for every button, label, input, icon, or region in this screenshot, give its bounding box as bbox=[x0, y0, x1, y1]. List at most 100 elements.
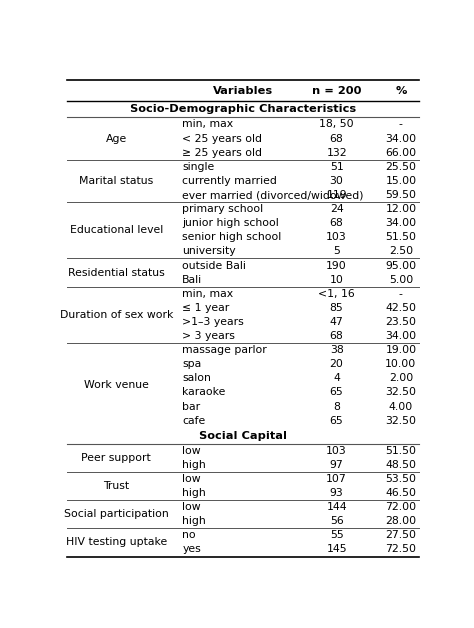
Text: 51.50: 51.50 bbox=[385, 232, 416, 242]
Text: 103: 103 bbox=[326, 232, 347, 242]
Text: cafe: cafe bbox=[182, 416, 206, 426]
Text: junior high school: junior high school bbox=[182, 218, 279, 228]
Text: 34.00: 34.00 bbox=[385, 134, 417, 144]
Text: karaoke: karaoke bbox=[182, 387, 226, 398]
Text: Social Capital: Social Capital bbox=[199, 431, 287, 441]
Text: Socio-Demographic Characteristics: Socio-Demographic Characteristics bbox=[130, 104, 356, 114]
Text: 27.50: 27.50 bbox=[385, 531, 416, 540]
Text: 107: 107 bbox=[326, 474, 347, 484]
Text: min, max: min, max bbox=[182, 289, 233, 299]
Text: primary school: primary school bbox=[182, 204, 264, 214]
Text: %: % bbox=[395, 86, 407, 96]
Text: 38: 38 bbox=[330, 345, 344, 355]
Text: 56: 56 bbox=[330, 516, 344, 526]
Text: Age: Age bbox=[106, 134, 127, 144]
Text: 119: 119 bbox=[326, 190, 347, 200]
Text: 53.50: 53.50 bbox=[385, 474, 416, 484]
Text: 72.50: 72.50 bbox=[385, 544, 416, 555]
Text: 24: 24 bbox=[330, 204, 344, 214]
Text: 4: 4 bbox=[333, 374, 340, 383]
Text: 51: 51 bbox=[330, 162, 344, 172]
Text: 66.00: 66.00 bbox=[385, 148, 417, 158]
Text: spa: spa bbox=[182, 359, 201, 369]
Text: Social participation: Social participation bbox=[64, 509, 169, 519]
Text: 95.00: 95.00 bbox=[385, 261, 417, 271]
Text: Trust: Trust bbox=[103, 481, 129, 491]
Text: < 25 years old: < 25 years old bbox=[182, 134, 262, 144]
Text: 8: 8 bbox=[333, 401, 340, 411]
Text: -: - bbox=[399, 119, 403, 129]
Text: 34.00: 34.00 bbox=[385, 331, 417, 341]
Text: single: single bbox=[182, 162, 215, 172]
Text: 42.50: 42.50 bbox=[385, 303, 416, 313]
Text: ever married (divorced/widowed): ever married (divorced/widowed) bbox=[182, 190, 364, 200]
Text: 97: 97 bbox=[330, 460, 344, 470]
Text: min, max: min, max bbox=[182, 119, 233, 129]
Text: 25.50: 25.50 bbox=[385, 162, 416, 172]
Text: high: high bbox=[182, 460, 206, 470]
Text: high: high bbox=[182, 488, 206, 498]
Text: Work venue: Work venue bbox=[84, 381, 149, 391]
Text: 145: 145 bbox=[326, 544, 347, 555]
Text: high: high bbox=[182, 516, 206, 526]
Text: 103: 103 bbox=[326, 446, 347, 456]
Text: university: university bbox=[182, 246, 236, 256]
Text: 10: 10 bbox=[329, 274, 344, 284]
Text: 30: 30 bbox=[329, 176, 344, 186]
Text: 59.50: 59.50 bbox=[385, 190, 416, 200]
Text: 4.00: 4.00 bbox=[389, 401, 413, 411]
Text: 68: 68 bbox=[330, 218, 344, 228]
Text: 85: 85 bbox=[330, 303, 344, 313]
Text: massage parlor: massage parlor bbox=[182, 345, 267, 355]
Text: Educational level: Educational level bbox=[70, 225, 163, 236]
Text: 46.50: 46.50 bbox=[385, 488, 416, 498]
Text: HIV testing uptake: HIV testing uptake bbox=[65, 538, 167, 548]
Text: 15.00: 15.00 bbox=[385, 176, 417, 186]
Text: ≥ 25 years old: ≥ 25 years old bbox=[182, 148, 262, 158]
Text: yes: yes bbox=[182, 544, 201, 555]
Text: salon: salon bbox=[182, 374, 211, 383]
Text: 5.00: 5.00 bbox=[389, 274, 413, 284]
Text: Marital status: Marital status bbox=[79, 176, 153, 186]
Text: 5: 5 bbox=[333, 246, 340, 256]
Text: n = 200: n = 200 bbox=[312, 86, 361, 96]
Text: Bali: Bali bbox=[182, 274, 202, 284]
Text: 132: 132 bbox=[326, 148, 347, 158]
Text: 19.00: 19.00 bbox=[385, 345, 417, 355]
Text: 23.50: 23.50 bbox=[385, 317, 416, 327]
Text: low: low bbox=[182, 474, 201, 484]
Text: 144: 144 bbox=[326, 502, 347, 512]
Text: 68: 68 bbox=[330, 134, 344, 144]
Text: outside Bali: outside Bali bbox=[182, 261, 246, 271]
Text: > 3 years: > 3 years bbox=[182, 331, 235, 341]
Text: 93: 93 bbox=[330, 488, 344, 498]
Text: 2.00: 2.00 bbox=[389, 374, 413, 383]
Text: 65: 65 bbox=[330, 416, 344, 426]
Text: 72.00: 72.00 bbox=[385, 502, 417, 512]
Text: 55: 55 bbox=[330, 531, 344, 540]
Text: senior high school: senior high school bbox=[182, 232, 282, 242]
Text: Variables: Variables bbox=[213, 86, 273, 96]
Text: <1, 16: <1, 16 bbox=[318, 289, 355, 299]
Text: 48.50: 48.50 bbox=[385, 460, 416, 470]
Text: 32.50: 32.50 bbox=[385, 416, 416, 426]
Text: bar: bar bbox=[182, 401, 201, 411]
Text: >1–3 years: >1–3 years bbox=[182, 317, 244, 327]
Text: 51.50: 51.50 bbox=[385, 446, 416, 456]
Text: low: low bbox=[182, 446, 201, 456]
Text: 10.00: 10.00 bbox=[385, 359, 417, 369]
Text: Duration of sex work: Duration of sex work bbox=[60, 310, 173, 320]
Text: 28.00: 28.00 bbox=[385, 516, 417, 526]
Text: Peer support: Peer support bbox=[82, 453, 151, 463]
Text: 190: 190 bbox=[326, 261, 347, 271]
Text: no: no bbox=[182, 531, 196, 540]
Text: 20: 20 bbox=[329, 359, 344, 369]
Text: low: low bbox=[182, 502, 201, 512]
Text: 65: 65 bbox=[330, 387, 344, 398]
Text: 68: 68 bbox=[330, 331, 344, 341]
Text: 32.50: 32.50 bbox=[385, 387, 416, 398]
Text: 12.00: 12.00 bbox=[385, 204, 417, 214]
Text: ≤ 1 year: ≤ 1 year bbox=[182, 303, 229, 313]
Text: currently married: currently married bbox=[182, 176, 277, 186]
Text: 34.00: 34.00 bbox=[385, 218, 417, 228]
